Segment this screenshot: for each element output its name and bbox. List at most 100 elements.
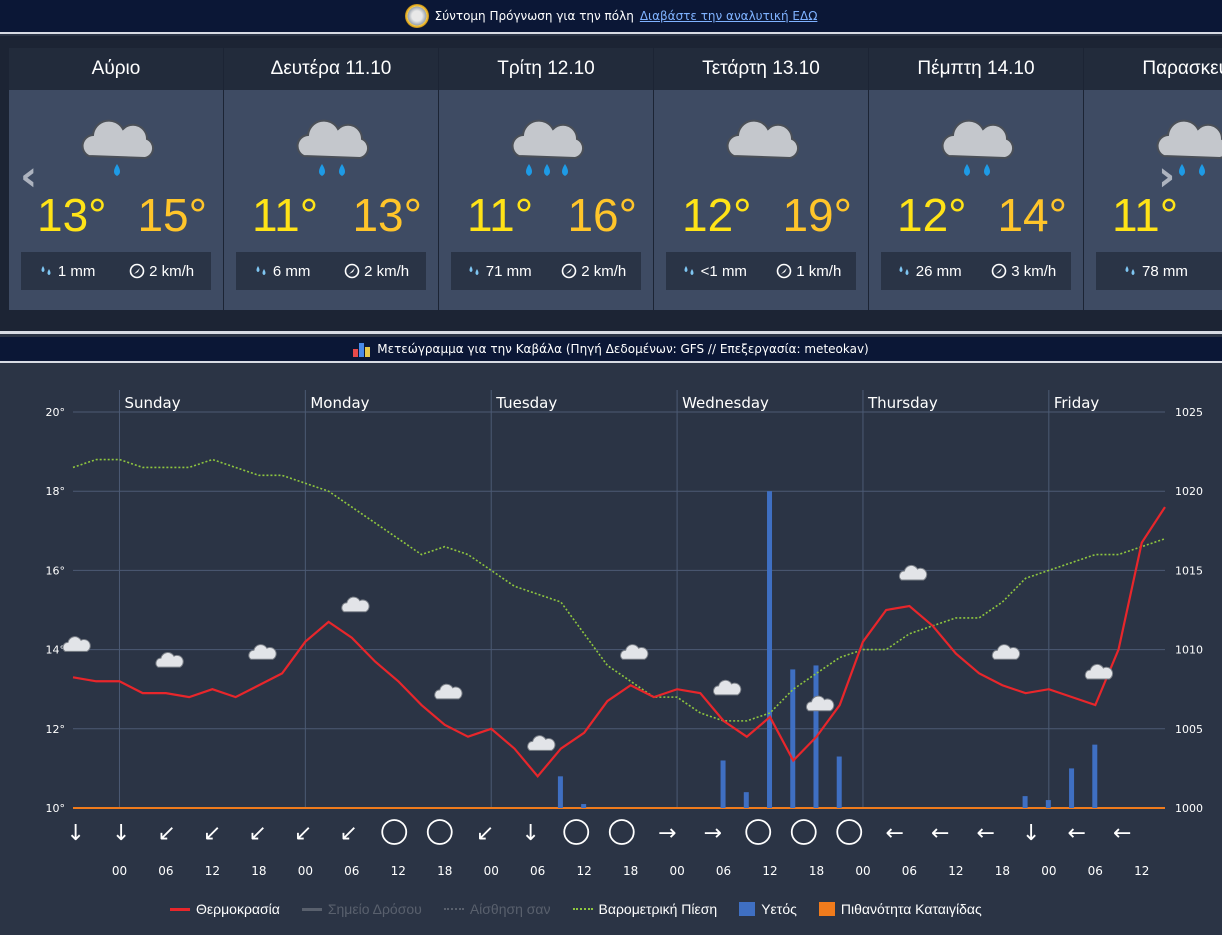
weather-cloud-icon — [434, 683, 463, 700]
min-temperature: 12° — [682, 189, 752, 241]
day-card-title: Τρίτη 12.10 — [439, 48, 653, 90]
rain-bar — [767, 491, 773, 808]
wind-direction-arrow-icon: ← — [1068, 821, 1086, 846]
legend-dew-point[interactable]: Σημείο Δρόσου — [301, 901, 422, 917]
min-temperature: 13° — [37, 189, 107, 241]
hour-tick-label: 12 — [1134, 864, 1149, 878]
rain-bar — [1069, 768, 1075, 808]
day-card-title: Αύριο — [9, 48, 223, 90]
hour-tick-label: 12 — [948, 864, 963, 878]
legend-feels-like[interactable]: Αίσθηση σαν — [443, 901, 551, 917]
wind-speed: 2 km/h — [149, 262, 195, 280]
wind-direction-arrow-icon: → — [704, 821, 722, 846]
hour-tick-label: 12 — [762, 864, 777, 878]
cloud-rain-3-icon — [505, 104, 589, 188]
legend-temperature[interactable]: Θερμοκρασία — [170, 901, 280, 917]
hour-tick-label: 12 — [391, 864, 406, 878]
rain-drops-icon — [899, 266, 909, 275]
wind-direction-arrow-icon: ↙ — [249, 821, 267, 846]
rain-bar — [720, 760, 726, 808]
detailed-forecast-link[interactable]: Διαβάστε την αναλυτική ΕΔΩ — [639, 9, 818, 23]
day-card[interactable]: Αύριο 13° 15° 1 mm 2 km/h — [9, 48, 223, 310]
hour-tick-label: 12 — [205, 864, 220, 878]
day-card[interactable]: Τετάρτη 13.10 12° 19° <1 mm 1 km/h — [654, 48, 868, 310]
wind-compass-icon — [991, 263, 1007, 279]
rain-drops-icon — [684, 266, 694, 275]
hour-tick-label: 12 — [577, 864, 592, 878]
weather-cloud-icon — [898, 564, 928, 581]
legend-pressure[interactable]: Βαρομετρική Πίεση — [572, 901, 717, 917]
y-right-tick-label: 1015 — [1175, 564, 1203, 577]
chart-legend: Θερμοκρασία Σημείο Δρόσου Αίσθηση σαν Βα… — [170, 901, 982, 917]
hour-tick-label: 18 — [995, 864, 1010, 878]
min-temperature: 11° — [252, 189, 319, 241]
rain-drops-icon — [41, 266, 51, 275]
day-card[interactable]: Πέμπτη 14.10 12° 14° 26 mm 3 km/h — [869, 48, 1083, 310]
rain-amount: 6 mm — [272, 262, 311, 280]
day-stats: 1 mm 2 km/h — [21, 252, 211, 290]
day-card-title: Πέμπτη 14.10 — [869, 48, 1083, 90]
rain-bar — [1022, 796, 1028, 808]
day-stats: <1 mm 1 km/h — [666, 252, 856, 290]
y-right-tick-label: 1020 — [1175, 485, 1203, 498]
max-temperature: 19° — [782, 189, 852, 241]
hour-tick-label: 06 — [344, 864, 359, 878]
day-card[interactable]: Παρασκευή 11° 78 mm — [1084, 48, 1222, 310]
hour-tick-label: 00 — [298, 864, 313, 878]
max-temperature: 15° — [137, 189, 207, 241]
calm-wind-icon — [608, 819, 635, 845]
hour-tick-label: 06 — [716, 864, 731, 878]
min-temperature: 11° — [467, 189, 534, 241]
meteogram-svg: 10° 1000 12° 1005 14° 1010 16° 1015 18° 1020 20° 10… — [46, 390, 1203, 878]
wind-compass-icon — [776, 263, 792, 279]
y-right-tick-label: 1010 — [1175, 644, 1203, 657]
rain-bar — [836, 756, 842, 808]
carousel-prev-arrow-icon[interactable]: ‹ — [20, 151, 38, 200]
pressure-line — [72, 458, 1166, 722]
hour-tick-label: 06 — [158, 864, 173, 878]
calm-wind-icon — [790, 819, 817, 845]
min-temperature: 12° — [897, 189, 967, 241]
hour-tick-label: 06 — [902, 864, 917, 878]
y-left-tick-label: 10° — [46, 802, 66, 815]
rain-amount: 71 mm — [485, 262, 532, 280]
rain-drops-icon — [1125, 266, 1135, 275]
forecast-cards-carousel: Αύριο 13° 15° 1 mm 2 km/h Δευτέρα 11.10 11° 13°… — [0, 36, 1222, 334]
hour-tick-label: 18 — [623, 864, 638, 878]
hour-tick-label: 06 — [1088, 864, 1103, 878]
legend-rain[interactable]: Υετός — [739, 901, 797, 917]
rain-amount: 78 mm — [1142, 262, 1188, 280]
y-left-tick-label: 14° — [46, 644, 66, 657]
day-stats: 71 mm 2 km/h — [451, 252, 641, 290]
wind-direction-arrow-icon: ↓ — [67, 821, 85, 846]
rain-drops-icon — [469, 266, 479, 275]
meteogram-title: Μετεώγραμμα για την Καβάλα (Πηγή Δεδομέν… — [377, 342, 869, 356]
day-card-title: Δευτέρα 11.10 — [224, 48, 438, 90]
day-card[interactable]: Δευτέρα 11.10 11° 13° 6 mm 2 km/h — [224, 48, 438, 310]
wind-direction-arrow-icon: ↙ — [158, 821, 176, 846]
wind-compass-icon — [129, 263, 145, 279]
weather-cloud-icon — [620, 644, 649, 660]
legend-storm[interactable]: Πιθανότητα Καταιγίδας — [818, 901, 982, 917]
weather-cloud-icon — [248, 644, 277, 660]
calm-wind-icon — [381, 819, 408, 845]
cloud-rain-2-icon — [935, 104, 1019, 188]
calm-wind-icon — [836, 819, 863, 845]
rain-bar — [557, 776, 563, 808]
cloud-rain-2-icon — [290, 104, 374, 188]
day-label: Thursday — [867, 394, 938, 412]
hour-tick-label: 00 — [669, 864, 684, 878]
meteogram-chart: 10° 1000 12° 1005 14° 1010 16° 1015 18° 1020 20° 10… — [0, 365, 1222, 931]
wind-direction-arrow-icon: ← — [977, 821, 995, 846]
wind-direction-arrow-icon: ← — [931, 821, 949, 846]
wind-direction-arrow-icon: ← — [1113, 821, 1131, 846]
carousel-next-arrow-icon[interactable]: › — [1158, 151, 1176, 200]
y-right-tick-label: 1000 — [1175, 802, 1203, 815]
y-right-tick-label: 1005 — [1175, 723, 1203, 736]
wind-direction-arrow-icon: ↓ — [522, 821, 540, 846]
chart-bars-icon — [353, 341, 371, 357]
day-card[interactable]: Τρίτη 12.10 11° 16° 71 mm 2 km/h — [439, 48, 653, 310]
max-temperature: 13° — [352, 189, 422, 241]
weather-cloud-icon — [341, 596, 370, 613]
weather-cloud-icon — [155, 652, 184, 668]
